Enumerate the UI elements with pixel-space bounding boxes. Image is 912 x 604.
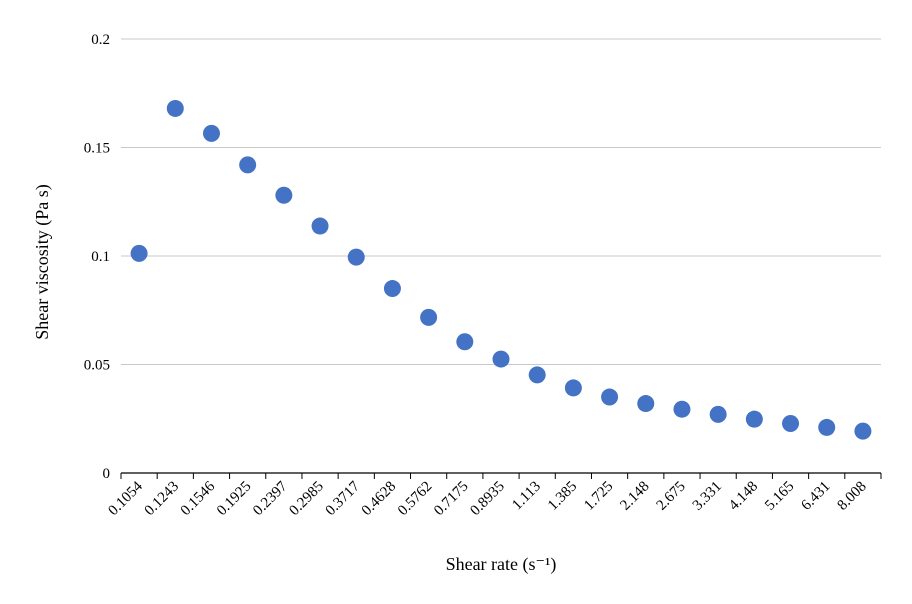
x-tick-label: 5.165 [762,479,797,514]
y-tick-label: 0.1 [91,249,110,265]
y-tick-labels: 0 0.05 0.1 0.15 0.2 [84,32,110,482]
gridlines [121,38,881,365]
x-tick-label: 0.1925 [214,479,254,519]
x-tick-label: 0.1243 [142,479,182,519]
x-tick-label: 0.1546 [178,478,219,519]
data-point [564,379,582,397]
data-points [130,99,872,440]
x-tick-label: 1.113 [509,479,544,514]
y-tick-label: 0 [103,466,111,482]
data-point [782,415,800,433]
x-tick-label: 0.2397 [250,478,291,519]
y-axis-title: Shear viscosity (Pa s) [32,184,53,339]
x-tick-label: 4.148 [726,479,761,514]
y-tick-label: 0.15 [84,141,110,157]
x-tick-label: 0.2985 [286,479,326,519]
x-tick-label: 1.725 [581,479,616,514]
x-tick-label: 0.4628 [359,479,399,519]
data-point [275,186,293,204]
data-point [239,156,257,174]
x-tick-label: 2.675 [654,479,689,514]
x-tick-labels: 0.10540.12430.15460.19250.23970.29850.37… [105,478,869,519]
x-axis-title: Shear rate (s⁻¹) [446,554,557,575]
y-tick-label: 0.05 [84,358,110,374]
x-tick-label: 0.5762 [395,479,435,519]
data-point [637,395,655,413]
x-tick-label: 0.7175 [431,479,471,519]
x-tick-label: 0.3717 [323,478,364,519]
x-tick-label: 6.431 [798,479,833,514]
data-point [673,400,691,418]
x-tick-label: 8.008 [835,479,870,514]
y-tick-label: 0.2 [91,32,110,48]
data-point [818,418,836,436]
data-point [601,388,619,406]
data-point [166,99,184,117]
data-point [528,366,546,384]
data-point [383,280,401,298]
x-tick-label: 2.148 [617,479,652,514]
x-tick-label: 0.1054 [105,478,146,519]
x-tick-marks [120,473,882,479]
data-point [347,248,365,266]
x-tick-label: 0.8935 [467,479,507,519]
data-point [311,217,329,235]
data-point [420,308,438,326]
data-point [745,410,763,428]
data-point [456,333,474,351]
data-point [202,124,220,142]
x-tick-label: 3.331 [690,479,725,514]
data-point [492,350,510,368]
data-point [130,244,148,262]
x-tick-label: 1.385 [545,479,580,514]
data-point [854,422,872,440]
data-point [709,405,727,423]
